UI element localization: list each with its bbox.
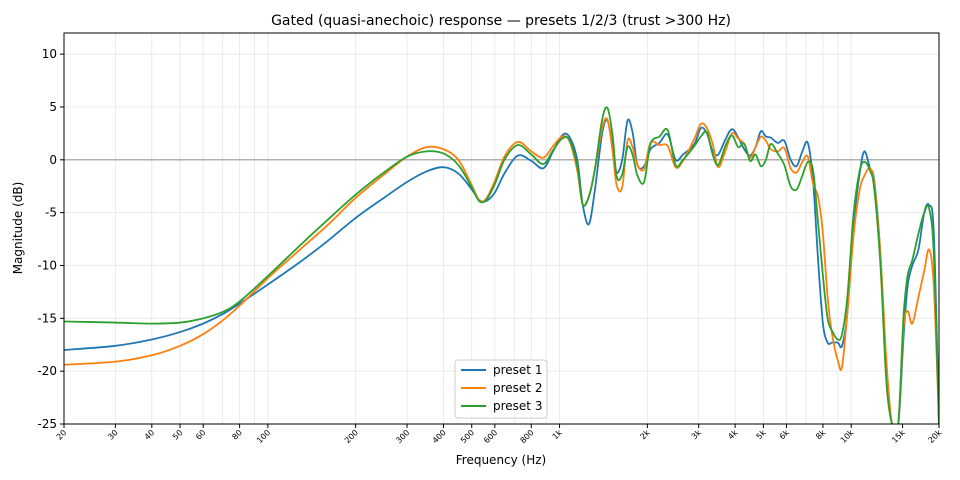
x-axis-label: Frequency (Hz) (456, 453, 547, 467)
y-tick-label: 0 (49, 153, 57, 167)
chart-title: Gated (quasi-anechoic) response — preset… (271, 13, 731, 29)
grid (63, 33, 940, 425)
y-tick-label: 5 (49, 100, 57, 114)
series-line (64, 117, 939, 424)
plot-frame (63, 32, 940, 425)
y-axis-label: Magnitude (dB) (11, 182, 25, 275)
legend-box (454, 359, 548, 419)
y-tick-label: -20 (37, 364, 57, 378)
series-line (64, 106, 939, 424)
y-tick-label: -10 (37, 258, 57, 272)
y-tick-label: -15 (37, 311, 57, 325)
legend-label: preset 2 (493, 381, 542, 395)
legend-label: preset 1 (493, 363, 542, 377)
y-axis: 10 5 0 -5 -10 -15 -20 -25 (37, 47, 64, 431)
y-tick-label: -25 (37, 417, 57, 431)
y-tick-label: 10 (42, 47, 57, 61)
legend: preset 1 preset 2 preset 3 (454, 359, 548, 419)
series-line (64, 118, 939, 424)
legend-label: preset 3 (493, 399, 542, 413)
series-layer (64, 106, 939, 424)
y-tick-label: -5 (45, 206, 57, 220)
